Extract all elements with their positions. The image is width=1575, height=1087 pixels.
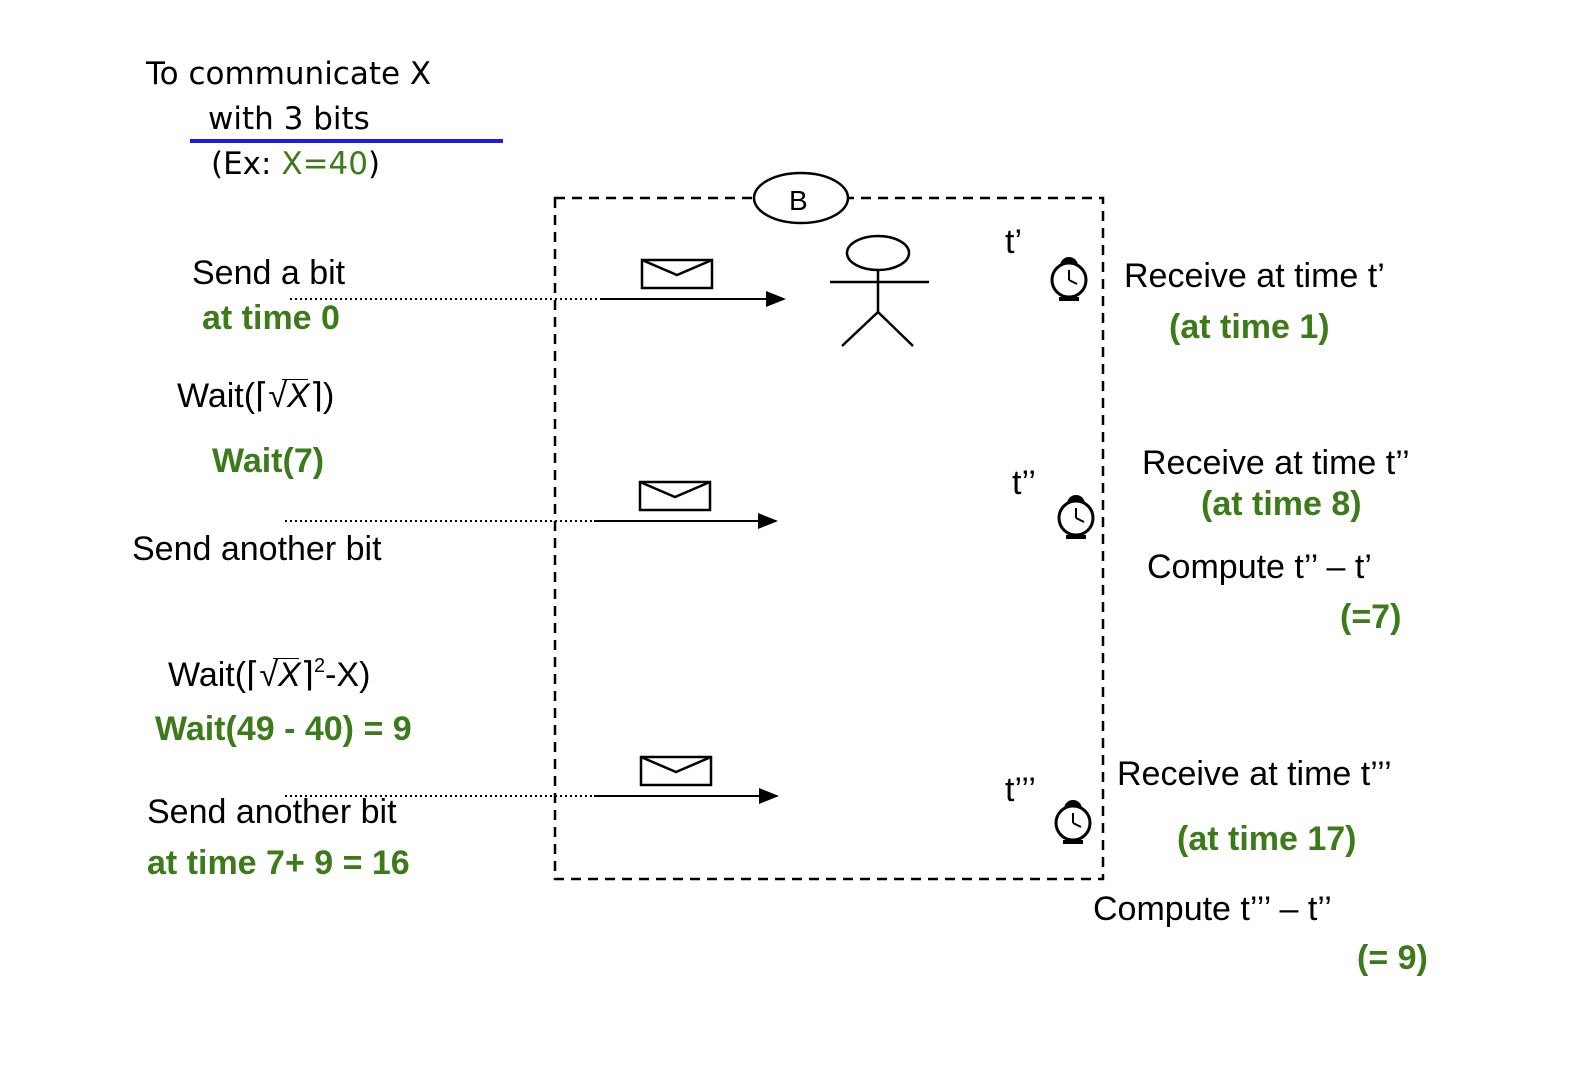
wait-square-minus-x-formula: Wait(⌈√X⌉2-X) (168, 655, 371, 694)
receive-1-time: (at time 1) (1169, 308, 1330, 346)
wait-suffix: ) (322, 377, 335, 415)
receive-1-label: Receive at time t’ (1124, 257, 1385, 295)
node-b-ellipse (752, 171, 850, 225)
send-bit-label: Send a bit (192, 254, 346, 292)
envelope-icon (638, 480, 712, 512)
send-time-0: at time 0 (202, 299, 340, 337)
receive-3-label: Receive at time t’’’ (1117, 755, 1392, 793)
receive-2-time: (at time 8) (1201, 485, 1362, 523)
envelope-icon (639, 755, 713, 787)
wait-prefix: Wait( (177, 377, 256, 415)
wait-9: Wait(49 - 40) = 9 (155, 710, 412, 748)
send-time-16: at time 7+ 9 = 16 (147, 844, 410, 882)
t-triple-prime-label: t’’’ (1005, 771, 1036, 809)
alarm-clock-icon (1054, 798, 1092, 844)
wait2-prefix: Wait( (168, 656, 247, 694)
header-line-1: To communicate X (146, 56, 432, 92)
wait-ceil-sqrt-formula: Wait(⌈√X⌉) (177, 377, 335, 415)
header-example: (Ex: X=40) (211, 149, 380, 180)
receiver-stick-figure (830, 234, 929, 347)
compute-1-label: Compute t’’ – t’ (1147, 548, 1372, 586)
node-b-label: B (789, 185, 808, 216)
example-value: X=40 (281, 146, 368, 182)
wait2-suffix: -X) (325, 656, 371, 694)
send-another-bit-2: Send another bit (147, 793, 397, 831)
wait-x: X (287, 377, 310, 415)
alarm-clock-icon (1050, 255, 1088, 301)
alarm-clock-icon (1057, 493, 1095, 539)
wait-7: Wait(7) (212, 442, 325, 480)
example-open: (Ex: (211, 146, 282, 182)
compute-2-result: (= 9) (1357, 939, 1428, 977)
receive-3-time: (at time 17) (1177, 820, 1357, 858)
example-close: ) (368, 146, 381, 182)
compute-1-result: (=7) (1340, 598, 1402, 636)
wait2-exponent: 2 (313, 655, 326, 677)
t-prime-label: t’ (1005, 223, 1022, 261)
receive-2-label: Receive at time t’’ (1142, 444, 1410, 482)
send-another-bit-1: Send another bit (132, 530, 382, 568)
envelope-icon (640, 258, 714, 290)
t-double-prime-label: t’’ (1012, 464, 1036, 502)
compute-2-label: Compute t’’’ – t’’ (1093, 890, 1332, 928)
wait2-x: X (278, 656, 301, 694)
header-line-2: with 3 bits (208, 101, 370, 137)
